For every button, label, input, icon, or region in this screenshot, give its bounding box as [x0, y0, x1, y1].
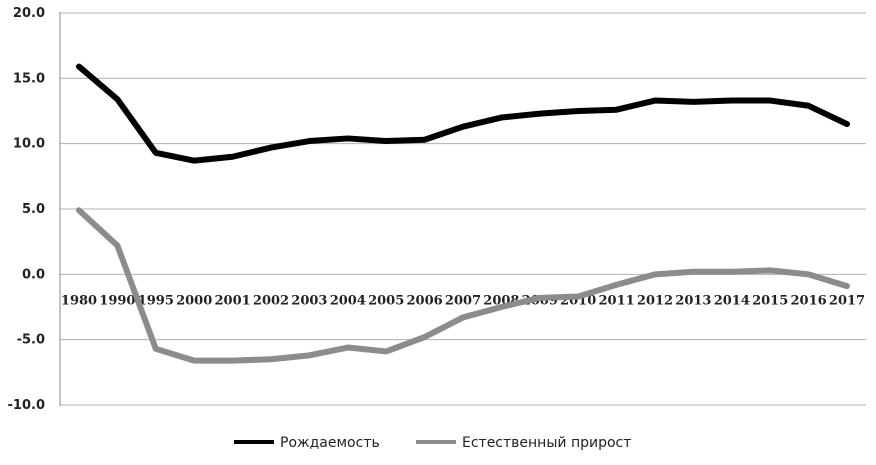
data-point	[692, 101, 694, 103]
data-point	[78, 66, 80, 68]
x-tick-label: 2000	[176, 293, 212, 308]
gridlines	[60, 12, 866, 406]
data-point	[616, 284, 618, 286]
y-tick-label: 10.0	[13, 137, 45, 152]
x-tick-label: 2015	[752, 293, 788, 308]
data-point	[232, 360, 234, 362]
data-point	[193, 360, 195, 362]
legend-label: Рождаемость	[280, 435, 380, 451]
data-point	[769, 269, 771, 271]
data-point	[616, 109, 618, 111]
data-point	[232, 156, 234, 158]
data-point	[462, 126, 464, 128]
data-point	[808, 105, 810, 107]
y-tick-label: 0.0	[22, 267, 45, 282]
y-tick-labels: 20.0 15.0 10.0 5.0 0.0 -5.0 -10.0	[8, 6, 45, 413]
data-point	[385, 140, 387, 142]
data-point	[769, 100, 771, 102]
data-point	[270, 358, 272, 360]
series-line-2	[76, 207, 850, 364]
legend-item: Рождаемость	[234, 435, 380, 451]
x-tick-label: 2011	[599, 293, 635, 308]
data-point	[846, 123, 848, 125]
data-point	[385, 350, 387, 352]
data-point	[308, 140, 310, 142]
data-point	[424, 336, 426, 338]
x-tick-labels: 1980 1990 1995 2000 2001 2002 2003 2004 2005 2006…	[61, 293, 865, 308]
data-point	[577, 110, 579, 112]
data-point	[654, 273, 656, 275]
legend: Рождаемость Естественный прирост	[234, 435, 631, 451]
x-tick-label: 2004	[330, 293, 366, 308]
data-point	[308, 354, 310, 356]
x-tick-label: 2006	[407, 293, 443, 308]
series-line-1	[76, 63, 850, 164]
data-point	[347, 347, 349, 349]
data-point	[270, 147, 272, 149]
data-point	[78, 209, 80, 211]
y-tick-label: -10.0	[8, 398, 45, 413]
data-point	[155, 348, 157, 350]
data-point	[193, 160, 195, 162]
data-point	[500, 117, 502, 119]
x-tick-label: 2005	[368, 293, 404, 308]
x-tick-label: 2002	[253, 293, 289, 308]
x-tick-label: 2001	[215, 293, 251, 308]
data-point	[539, 113, 541, 115]
data-point	[654, 100, 656, 102]
x-tick-label: 1980	[61, 293, 97, 308]
y-tick-label: 5.0	[22, 202, 45, 217]
data-point	[731, 100, 733, 102]
data-point	[577, 296, 579, 298]
x-tick-label: 2016	[791, 293, 827, 308]
legend-label: Естественный прирост	[462, 435, 631, 451]
y-tick-label: 15.0	[13, 71, 45, 86]
x-tick-label: 2012	[637, 293, 673, 308]
legend-item: Естественный прирост	[416, 435, 631, 451]
x-tick-label: 2013	[675, 293, 711, 308]
x-tick-label: 2017	[829, 293, 865, 308]
data-point	[116, 245, 118, 247]
y-tick-label: -5.0	[17, 333, 45, 348]
data-point	[462, 316, 464, 318]
y-tick-label: 20.0	[13, 6, 45, 21]
data-point	[808, 273, 810, 275]
x-tick-label: 2014	[714, 293, 750, 308]
x-tick-label: 2007	[445, 293, 481, 308]
series-lines	[76, 63, 850, 364]
data-point	[539, 297, 541, 299]
data-point	[731, 271, 733, 273]
data-point	[155, 152, 157, 154]
x-tick-label: 2003	[291, 293, 327, 308]
x-tick-label: 1995	[138, 293, 174, 308]
data-point	[692, 271, 694, 273]
data-point	[347, 137, 349, 139]
data-point	[846, 285, 848, 287]
data-point	[116, 98, 118, 100]
data-point	[500, 306, 502, 308]
x-tick-label: 1990	[99, 293, 135, 308]
data-point	[424, 139, 426, 141]
